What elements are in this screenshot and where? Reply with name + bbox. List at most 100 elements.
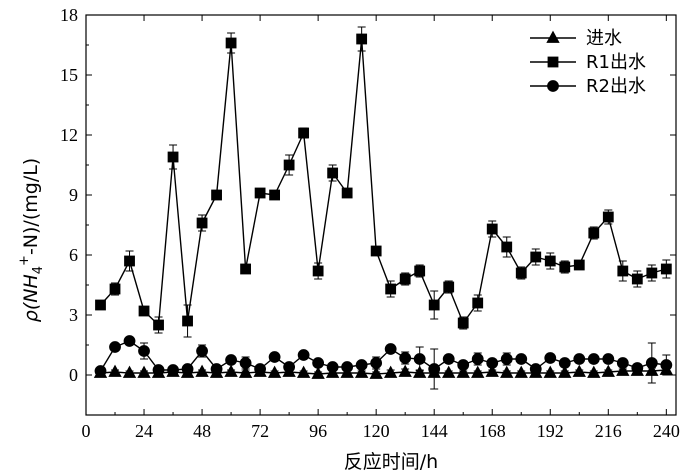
data-point-triangle bbox=[471, 365, 485, 378]
y-axis-label-prefix: ρ(NH bbox=[20, 274, 42, 322]
data-point-triangle bbox=[383, 365, 398, 378]
data-point-square bbox=[501, 241, 513, 253]
data-point-circle bbox=[399, 352, 412, 364]
data-point-circle bbox=[355, 359, 368, 371]
y-tick-label: 18 bbox=[60, 5, 78, 25]
y-axis-label-superscript: + bbox=[17, 255, 32, 266]
data-point-circle bbox=[341, 361, 354, 373]
legend-label: 进水 bbox=[586, 28, 622, 49]
chart-legend: 进水 R1出水 R2出水 bbox=[530, 28, 646, 97]
data-point-triangle bbox=[122, 365, 137, 378]
data-point-circle bbox=[573, 353, 586, 365]
data-point-circle bbox=[326, 361, 339, 373]
data-point-square bbox=[124, 255, 135, 267]
data-point-circle bbox=[529, 363, 542, 375]
data-point-circle bbox=[486, 357, 499, 369]
data-point-circle bbox=[297, 349, 310, 361]
data-point-circle bbox=[500, 353, 513, 365]
data-point-triangle bbox=[558, 365, 572, 378]
data-point-square bbox=[414, 265, 426, 277]
data-point-circle bbox=[254, 363, 266, 375]
data-point-square bbox=[327, 167, 339, 179]
data-point-square bbox=[660, 263, 672, 275]
y-tick-label: 15 bbox=[60, 65, 78, 85]
data-point-triangle bbox=[267, 365, 282, 378]
data-point-triangle bbox=[587, 365, 601, 378]
x-tick-label: 168 bbox=[479, 421, 506, 441]
series-circle bbox=[94, 335, 673, 390]
data-point-circle bbox=[239, 357, 252, 369]
data-point-square bbox=[472, 297, 484, 309]
data-point-circle bbox=[515, 353, 528, 365]
data-point-circle bbox=[370, 357, 383, 369]
data-point-circle bbox=[442, 353, 455, 365]
x-tick-label: 144 bbox=[421, 421, 448, 441]
y-tick-label: 3 bbox=[69, 305, 78, 325]
data-point-circle bbox=[196, 345, 208, 357]
data-point-triangle bbox=[224, 364, 238, 377]
data-point-circle bbox=[602, 353, 615, 365]
data-point-square bbox=[617, 265, 629, 277]
x-tick-label: 72 bbox=[251, 421, 269, 441]
x-tick-label: 240 bbox=[653, 421, 680, 441]
data-point-square bbox=[225, 37, 237, 49]
data-point-circle bbox=[413, 353, 426, 365]
data-point-square bbox=[312, 265, 324, 277]
data-point-square bbox=[486, 223, 498, 235]
data-point-triangle bbox=[108, 364, 122, 377]
data-point-square bbox=[646, 267, 658, 279]
data-point-triangle bbox=[195, 364, 209, 377]
y-axis-label-subscript: 4 bbox=[31, 266, 46, 274]
data-point-triangle bbox=[456, 365, 470, 378]
data-point-triangle bbox=[398, 364, 412, 377]
data-point-triangle bbox=[543, 365, 557, 378]
data-point-circle bbox=[94, 365, 107, 377]
data-point-circle bbox=[457, 359, 470, 371]
data-point-circle bbox=[616, 357, 629, 369]
data-point-circle bbox=[660, 359, 673, 371]
data-point-square bbox=[457, 317, 469, 329]
legend-item-square: R1出水 bbox=[530, 52, 646, 73]
y-tick-label: 0 bbox=[69, 365, 78, 385]
data-point-square bbox=[182, 315, 193, 327]
data-point-square bbox=[588, 227, 600, 239]
data-point-square bbox=[443, 281, 455, 293]
legend-label: R2出水 bbox=[586, 76, 646, 97]
data-point-circle bbox=[167, 364, 179, 376]
data-point-circle bbox=[210, 363, 223, 375]
data-point-triangle bbox=[485, 364, 499, 377]
data-point-circle bbox=[631, 362, 644, 374]
data-point-square bbox=[370, 245, 382, 257]
data-point-circle bbox=[283, 361, 296, 373]
x-tick-label: 48 bbox=[193, 421, 211, 441]
legend-marker-triangle bbox=[546, 30, 560, 43]
y-tick-label: 6 bbox=[69, 245, 78, 265]
data-point-square bbox=[298, 127, 310, 139]
data-point-square bbox=[399, 273, 411, 285]
data-point-square bbox=[559, 261, 571, 273]
series-triangle bbox=[93, 362, 674, 379]
legend-label: R1出水 bbox=[586, 52, 646, 73]
chart-series-layer bbox=[93, 26, 674, 390]
data-point-square bbox=[138, 305, 150, 317]
data-point-triangle bbox=[601, 364, 615, 377]
legend-marker-square bbox=[547, 56, 559, 68]
data-point-circle bbox=[109, 341, 121, 353]
data-point-triangle bbox=[616, 363, 630, 376]
data-point-square bbox=[385, 283, 397, 295]
data-point-triangle bbox=[413, 365, 427, 378]
data-point-circle bbox=[544, 352, 557, 364]
data-point-circle bbox=[138, 345, 150, 357]
data-point-circle bbox=[123, 335, 136, 347]
data-point-square bbox=[153, 319, 164, 331]
data-point-circle bbox=[152, 364, 165, 376]
series-line-circle bbox=[99, 340, 667, 372]
y-tick-label: 9 bbox=[69, 185, 78, 205]
data-point-circle bbox=[384, 343, 397, 355]
data-point-square bbox=[196, 217, 208, 229]
data-point-square bbox=[356, 33, 368, 45]
data-point-circle bbox=[181, 363, 194, 375]
x-tick-label: 96 bbox=[309, 421, 327, 441]
data-point-square bbox=[211, 189, 222, 201]
